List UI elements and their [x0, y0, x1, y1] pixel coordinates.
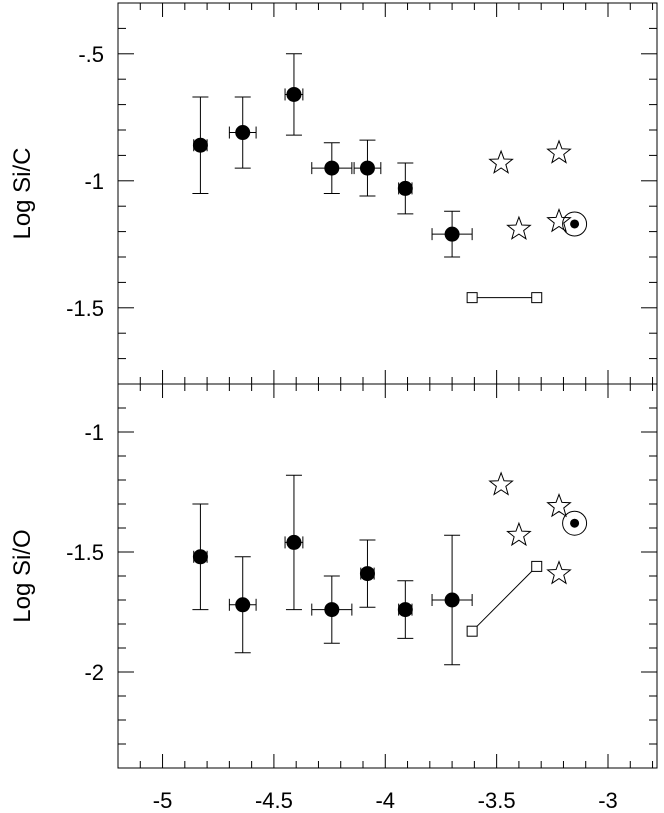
data-point [359, 160, 375, 176]
x-tick-label: -3.5 [478, 788, 516, 813]
y-tick-label: -1 [84, 169, 104, 194]
star-marker [546, 560, 572, 585]
data-point [324, 160, 340, 176]
star-marker [546, 492, 572, 518]
sun-symbol-ring [562, 510, 588, 536]
data-point [286, 534, 302, 550]
star-marker [506, 521, 532, 547]
star-marker [488, 471, 514, 496]
y-tick-label: -1 [84, 420, 104, 445]
range-square-marker [466, 625, 478, 637]
range-line [471, 566, 538, 632]
range-square-marker [531, 560, 543, 572]
x-tick-label: -5 [153, 788, 173, 813]
data-point [192, 549, 208, 565]
star-marker [546, 207, 572, 233]
data-point [444, 226, 460, 242]
sun-symbol-dot [570, 518, 580, 528]
x-tick-label: -3 [598, 788, 618, 813]
data-point [397, 180, 413, 196]
range-square-marker [466, 292, 478, 304]
y-tick-label: -2 [84, 660, 104, 685]
star-marker [546, 139, 572, 164]
data-point [359, 566, 375, 582]
sun-symbol-dot [570, 219, 580, 229]
x-tick-label: -4 [375, 788, 395, 813]
x-tick-label: -4.5 [255, 788, 293, 813]
y-axis-label: Log Si/O [9, 529, 36, 622]
data-point [235, 597, 251, 613]
y-tick-label: -1.5 [66, 540, 104, 565]
panel-si-o: -1 -1.5 -2 Log Si/O [9, 383, 658, 769]
star-marker [488, 149, 514, 174]
y-tick-label: -1.5 [66, 296, 104, 321]
data-point [444, 592, 460, 608]
sun-symbol-ring [562, 211, 588, 237]
data-point [324, 602, 340, 618]
data-point [235, 125, 251, 141]
data-point [286, 86, 302, 102]
y-tick-label: -.5 [78, 42, 104, 67]
y-axis-label: Log Si/C [9, 147, 36, 239]
data-point [397, 602, 413, 618]
panel-si-c: -.5 -1 -1.5 Log Si/C [9, 2, 658, 385]
star-marker [506, 215, 532, 240]
x-axis-tick-labels: -5 -4.5 -4 -3.5 -3 [153, 788, 618, 813]
range-square-marker [531, 292, 543, 304]
data-point [192, 137, 208, 153]
plot-frame [117, 383, 658, 769]
